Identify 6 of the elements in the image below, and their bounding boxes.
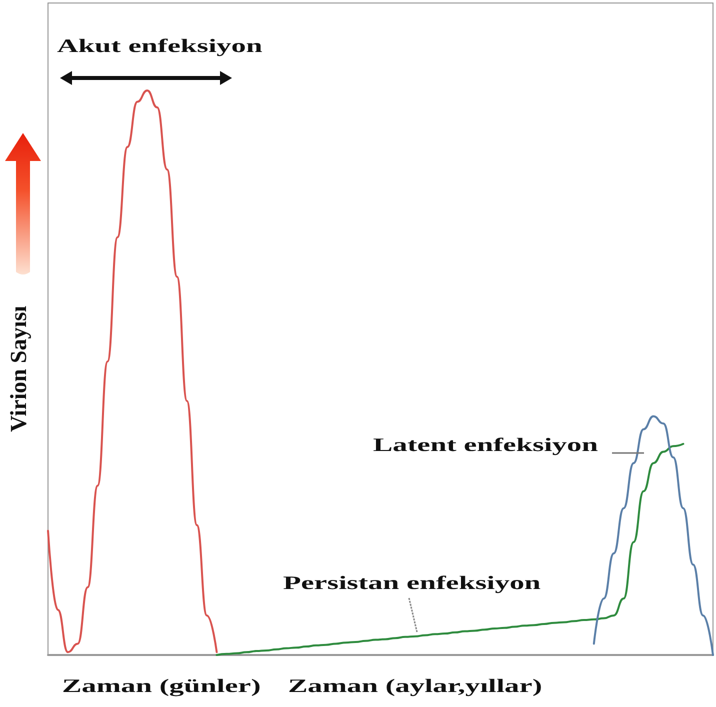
- text: Zaman (aylar,yıllar): [288, 676, 542, 698]
- annotation: Persistan enfeksiyon: [283, 573, 541, 595]
- annotation: Latent enfeksiyon: [373, 435, 598, 457]
- x-axis-title: Zaman (günler): [62, 676, 261, 698]
- y-axis-title: Virion Sayısı: [6, 306, 32, 432]
- text: Akut enfeksiyon: [57, 36, 262, 58]
